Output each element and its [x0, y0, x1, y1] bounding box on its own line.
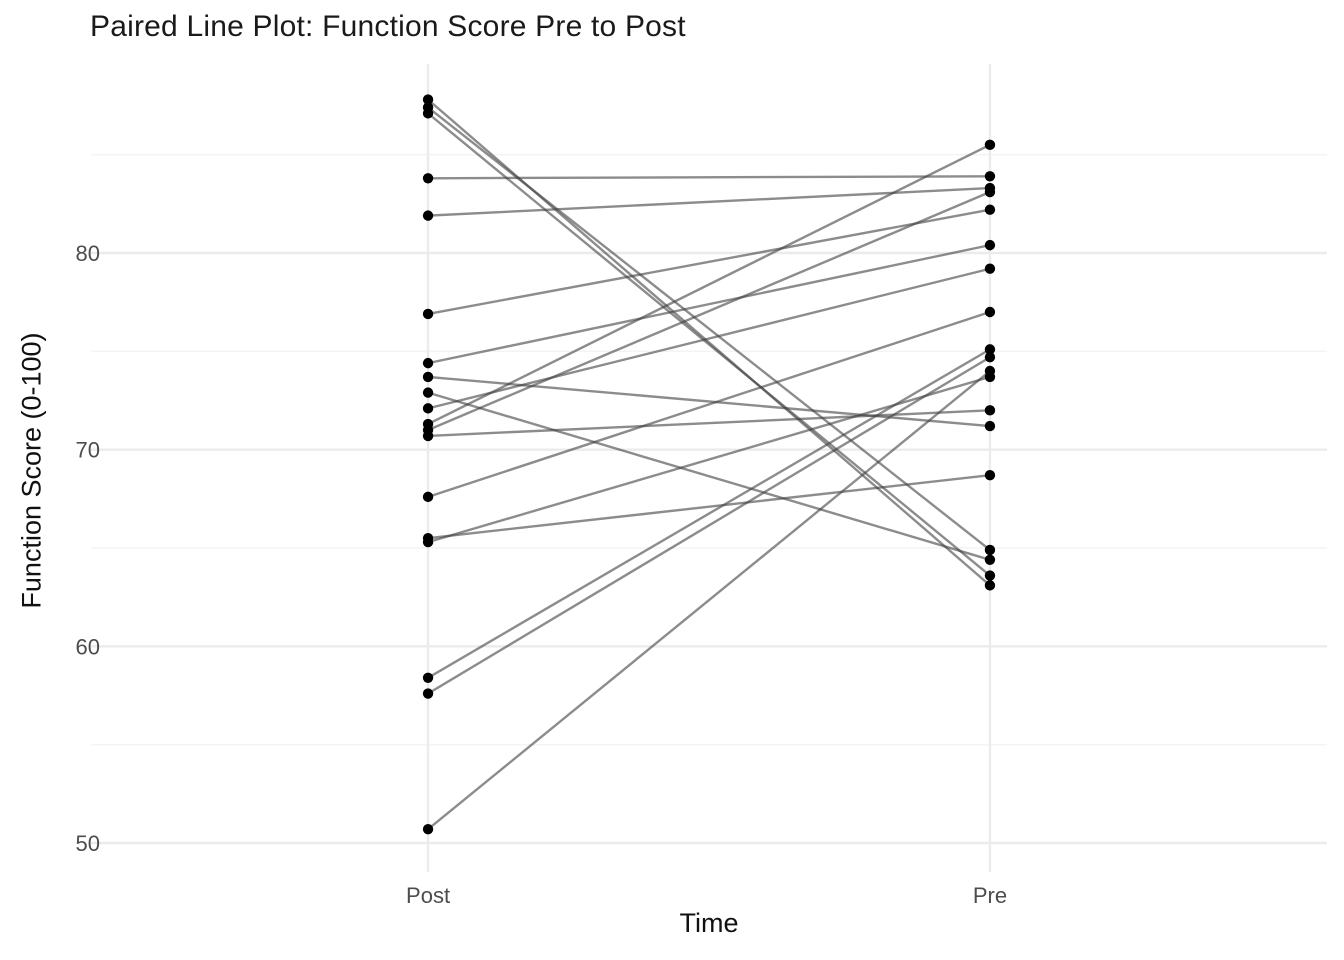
data-point-pre [984, 580, 996, 591]
pair-line [428, 409, 990, 438]
data-point-pre [984, 570, 996, 581]
gridlines-minor [91, 153, 1327, 746]
data-point-post [422, 824, 434, 835]
data-point-post [422, 308, 434, 320]
x-axis-title: Time [679, 908, 739, 938]
chart-title: Paired Line Plot: Function Score Pre to … [90, 10, 686, 43]
data-point-post [422, 403, 434, 414]
pair-line [427, 348, 991, 679]
data-point-post [422, 173, 434, 184]
pair-line [427, 267, 991, 410]
data-point-pre [984, 405, 996, 416]
pair-line [427, 370, 991, 831]
data-point-pre [984, 352, 996, 363]
data-point-pre [984, 420, 996, 432]
data-point-pre [984, 306, 996, 318]
pair-line [427, 106, 991, 551]
y-tick-labels: 50 60 70 80 [76, 241, 100, 856]
data-point-pre [984, 365, 996, 377]
data-point-post [422, 94, 434, 105]
data-point-pre [984, 344, 996, 355]
gridlines-vertical [426, 64, 992, 872]
data-point-post [422, 536, 434, 548]
data-point-post [422, 672, 434, 683]
gridlines-major [91, 251, 1327, 845]
y-tick-label: 50 [76, 831, 100, 856]
data-point-post [422, 357, 434, 369]
y-tick-label: 70 [76, 438, 100, 463]
data-point-pre [984, 139, 996, 151]
pair-line [427, 143, 991, 426]
data-point-post [422, 387, 434, 398]
pair-lines [427, 98, 991, 831]
pair-line [427, 391, 991, 561]
pair-line [428, 175, 990, 180]
data-point-post [422, 688, 434, 699]
data-point-post [422, 108, 434, 119]
pair-line [427, 310, 991, 499]
pair-line [427, 356, 991, 695]
data-point-pre [984, 263, 996, 274]
data-point-pre [984, 186, 996, 198]
data-point-pre [984, 554, 996, 565]
data-point-pre [984, 470, 996, 481]
y-tick-label: 80 [76, 241, 100, 266]
pair-line [427, 474, 991, 540]
pair-line [427, 112, 991, 577]
data-point-pre [984, 239, 996, 251]
pair-line [427, 190, 991, 432]
pair-line [427, 186, 991, 217]
data-points [422, 94, 996, 835]
data-point-post [422, 371, 434, 383]
y-axis-title: Function Score (0-100) [16, 332, 47, 609]
pair-line [427, 208, 991, 316]
x-tick-label: Pre [973, 883, 1007, 908]
x-tick-label: Post [406, 883, 450, 908]
y-tick-label: 60 [76, 634, 100, 659]
data-point-post [422, 430, 434, 442]
data-point-pre [984, 171, 996, 182]
data-point-post [422, 210, 434, 221]
data-point-pre [984, 204, 996, 215]
data-point-post [422, 491, 434, 503]
pair-line [427, 243, 991, 365]
x-tick-labels: Post Pre [406, 883, 1007, 908]
data-point-pre [984, 544, 996, 556]
